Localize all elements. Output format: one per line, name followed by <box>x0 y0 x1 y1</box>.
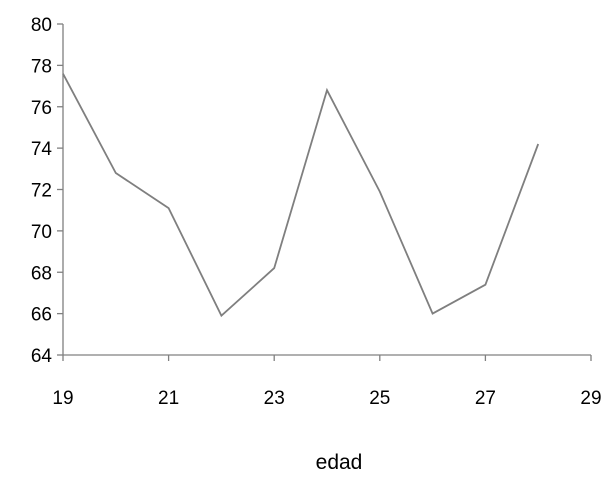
x-tick-label: 19 <box>52 388 73 409</box>
series-group <box>62 73 540 318</box>
x-axis-title: edad <box>316 451 363 474</box>
y-tick-label: 64 <box>31 346 53 367</box>
x-tick-label: 23 <box>264 388 285 409</box>
y-tick-label: 74 <box>31 139 53 160</box>
y-tick-label: 68 <box>31 263 52 284</box>
x-tick-label: 27 <box>475 388 496 409</box>
x-tick-label: 21 <box>158 388 179 409</box>
y-tick-label: 76 <box>31 98 52 119</box>
y-tick-label: 72 <box>31 181 52 202</box>
y-tick-label: 78 <box>31 56 52 77</box>
y-tick-label: 70 <box>31 222 52 243</box>
x-tick-label: 25 <box>369 388 390 409</box>
y-axis-ticks: 64 66 68 70 72 74 76 78 80 <box>31 15 63 367</box>
y-tick-label: 80 <box>31 15 52 36</box>
x-axis-ticks: 19 21 23 25 27 29 <box>52 355 602 409</box>
y-tick-label: 66 <box>31 305 52 326</box>
x-tick-label: 29 <box>580 388 601 409</box>
series-line <box>62 73 540 318</box>
